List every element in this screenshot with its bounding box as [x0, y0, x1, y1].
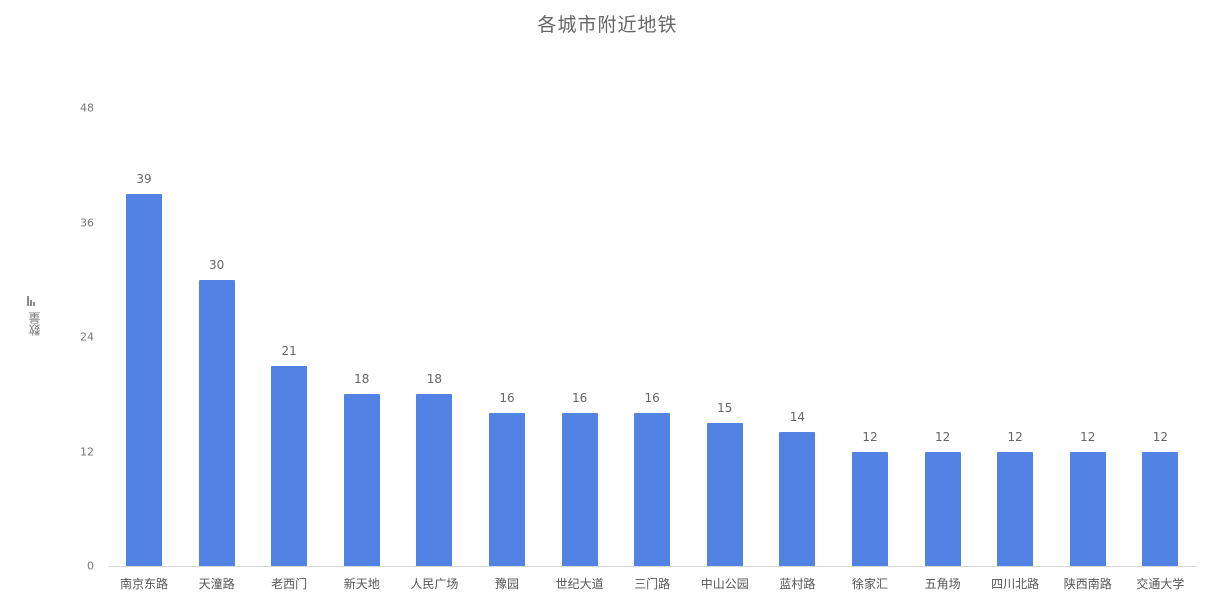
x-axis-line	[108, 566, 1197, 567]
x-tick-label: 徐家汇	[851, 577, 888, 591]
x-tick-label: 世纪大道	[555, 577, 604, 591]
y-axis-label: 数量	[22, 296, 44, 336]
bar-value-label: 18	[426, 372, 443, 387]
bar-value-label: 12	[934, 429, 951, 444]
bar[interactable]	[198, 279, 235, 566]
bar-value-label: 14	[789, 410, 806, 425]
bar-value-label: 12	[1080, 429, 1096, 444]
bar[interactable]	[779, 432, 816, 566]
y-tick-label: 48	[80, 101, 94, 115]
bar-value-label: 12	[1152, 429, 1169, 444]
x-tick-label: 蓝村路	[779, 577, 816, 591]
bar[interactable]	[489, 413, 525, 566]
bar[interactable]	[706, 422, 743, 566]
bar[interactable]	[1069, 451, 1106, 566]
x-tick-label: 新天地	[343, 577, 380, 591]
y-tick-label: 36	[80, 216, 94, 229]
x-tick-label: 豫园	[494, 577, 519, 591]
bar-value-label: 30	[208, 257, 225, 272]
bar-value-label: 15	[717, 400, 733, 415]
chart-title: 各城市附近地铁	[537, 14, 678, 36]
x-tick-label: 中山公园	[700, 577, 749, 591]
x-tick-label: 四川北路	[991, 577, 1040, 591]
y-tick-label: 12	[80, 445, 94, 458]
x-tick-label: 天潼路	[198, 577, 235, 591]
y-tick-label: 24	[80, 330, 94, 344]
x-tick-label: 交通大学	[1136, 577, 1185, 591]
bar[interactable]	[997, 451, 1034, 566]
bar-value-label: 12	[862, 429, 878, 444]
bar-value-label: 16	[644, 391, 660, 406]
bar-value-label: 39	[136, 171, 152, 186]
bar[interactable]	[416, 394, 453, 566]
x-tick-label: 陕西南路	[1063, 577, 1112, 591]
bar[interactable]	[126, 193, 162, 566]
bar[interactable]	[634, 413, 671, 566]
bar-value-label: 21	[281, 343, 297, 358]
x-tick-label: 三门路	[634, 577, 671, 591]
y-axis-title: 数量	[28, 312, 42, 336]
bar[interactable]	[852, 451, 888, 566]
bar[interactable]	[924, 451, 961, 566]
bar[interactable]	[343, 394, 380, 566]
bar[interactable]	[1142, 451, 1179, 566]
bar[interactable]	[561, 413, 598, 566]
y-tick-label: 0	[87, 559, 94, 573]
x-tick-label: 五角场	[924, 577, 961, 591]
bar-chart-icon	[27, 296, 44, 306]
x-tick-label: 老西门	[271, 577, 308, 591]
x-tick-label: 人民广场	[410, 577, 459, 591]
bar[interactable]	[271, 365, 308, 566]
bar-value-label: 12	[1007, 429, 1023, 444]
bar-value-label: 16	[571, 391, 588, 406]
x-tick-label: 南京东路	[119, 577, 168, 591]
bar-value-label: 16	[499, 391, 515, 406]
bar-value-label: 18	[354, 372, 370, 387]
